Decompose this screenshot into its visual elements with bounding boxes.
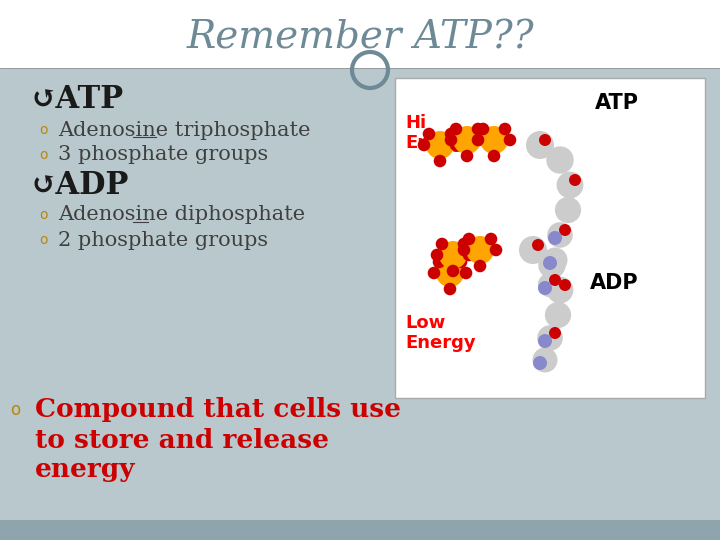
Circle shape	[532, 239, 544, 251]
Text: Compound that cells use: Compound that cells use	[35, 397, 401, 422]
Text: 2 phosphate groups: 2 phosphate groups	[58, 231, 268, 249]
Circle shape	[549, 327, 561, 339]
Circle shape	[445, 127, 457, 140]
Circle shape	[472, 123, 485, 136]
Circle shape	[426, 131, 454, 159]
Circle shape	[504, 134, 516, 146]
Circle shape	[423, 127, 436, 140]
Circle shape	[458, 238, 470, 251]
Circle shape	[463, 249, 475, 261]
Circle shape	[545, 302, 571, 328]
Circle shape	[439, 241, 467, 269]
Circle shape	[559, 224, 571, 236]
Text: o: o	[39, 123, 48, 137]
Circle shape	[428, 267, 441, 279]
Text: to store and release: to store and release	[35, 428, 329, 453]
Text: o: o	[39, 148, 48, 162]
Circle shape	[450, 123, 462, 136]
Circle shape	[557, 172, 583, 198]
Text: o: o	[39, 208, 48, 222]
Circle shape	[444, 283, 456, 295]
Circle shape	[466, 236, 494, 264]
FancyBboxPatch shape	[0, 68, 720, 540]
Circle shape	[547, 222, 573, 248]
Circle shape	[539, 251, 566, 279]
Circle shape	[519, 236, 547, 264]
Circle shape	[431, 249, 444, 261]
Text: Adenosine diphosphate: Adenosine diphosphate	[58, 206, 305, 225]
Circle shape	[436, 259, 464, 287]
Text: Low
Energy: Low Energy	[405, 314, 476, 353]
Circle shape	[485, 233, 498, 245]
Text: ↺ADP: ↺ADP	[30, 170, 128, 200]
Circle shape	[477, 123, 490, 136]
Circle shape	[490, 244, 503, 256]
Circle shape	[436, 238, 449, 251]
Circle shape	[477, 134, 490, 146]
Circle shape	[559, 279, 571, 291]
Circle shape	[455, 256, 467, 268]
Circle shape	[538, 273, 562, 297]
Circle shape	[549, 274, 561, 286]
Circle shape	[537, 325, 563, 351]
Circle shape	[546, 276, 573, 303]
Circle shape	[474, 260, 486, 272]
Text: Adenosine triphosphate: Adenosine triphosphate	[58, 120, 310, 139]
Circle shape	[539, 134, 551, 146]
Circle shape	[487, 150, 500, 163]
Circle shape	[453, 126, 481, 154]
Circle shape	[433, 256, 445, 268]
Circle shape	[445, 134, 457, 146]
Text: ADP: ADP	[590, 273, 639, 293]
Circle shape	[418, 139, 431, 151]
Text: o: o	[10, 401, 20, 419]
FancyBboxPatch shape	[395, 78, 705, 398]
Circle shape	[499, 123, 511, 136]
Circle shape	[472, 134, 485, 146]
FancyBboxPatch shape	[0, 520, 720, 540]
Circle shape	[533, 356, 547, 370]
Circle shape	[533, 348, 557, 373]
Text: energy: energy	[35, 457, 135, 483]
Circle shape	[548, 231, 562, 245]
Text: P: P	[460, 244, 474, 262]
Circle shape	[433, 154, 446, 167]
Text: ↺ATP: ↺ATP	[30, 84, 123, 116]
Text: Remember ATP??: Remember ATP??	[186, 19, 534, 57]
Circle shape	[450, 139, 462, 151]
Text: o: o	[39, 233, 48, 247]
Text: ATP: ATP	[595, 93, 639, 113]
Circle shape	[569, 174, 581, 186]
FancyBboxPatch shape	[0, 0, 720, 68]
Circle shape	[461, 150, 473, 163]
Text: 3 phosphate groups: 3 phosphate groups	[58, 145, 269, 165]
Circle shape	[538, 334, 552, 348]
Circle shape	[555, 197, 581, 223]
Circle shape	[542, 247, 567, 273]
Text: Hi
Energy: Hi Energy	[405, 113, 476, 152]
Circle shape	[463, 233, 475, 245]
Circle shape	[458, 244, 470, 256]
Circle shape	[546, 146, 574, 174]
Circle shape	[459, 267, 472, 279]
Circle shape	[526, 131, 554, 159]
Circle shape	[446, 265, 459, 278]
Circle shape	[480, 126, 508, 154]
Circle shape	[538, 281, 552, 295]
Circle shape	[543, 256, 557, 270]
